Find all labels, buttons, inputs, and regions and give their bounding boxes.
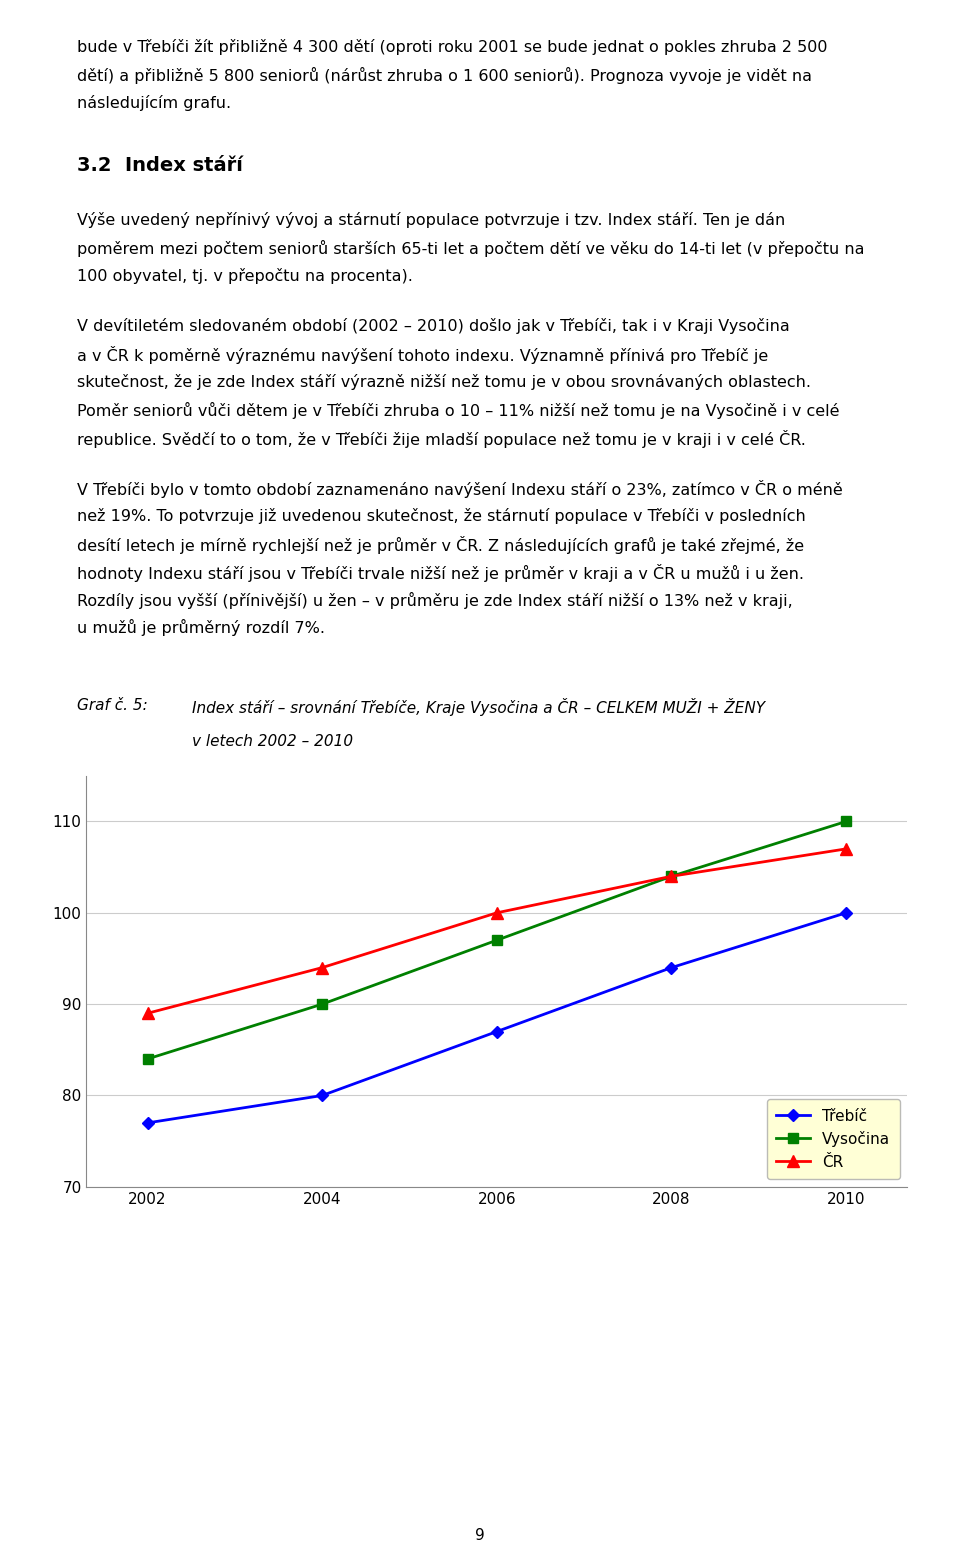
Text: 9: 9 [475,1528,485,1543]
Text: V devítiletém sledovaném období (2002 – 2010) došlo jak v Třebíči, tak i v Kraji: V devítiletém sledovaném období (2002 – … [77,318,789,333]
Text: 100 obyvatel, tj. v přepočtu na procenta).: 100 obyvatel, tj. v přepočtu na procenta… [77,268,413,284]
Text: následujícím grafu.: následujícím grafu. [77,95,231,110]
Text: hodnoty Indexu stáří jsou v Třebíči trvale nižší než je průměr v kraji a v ČR u : hodnoty Indexu stáří jsou v Třebíči trva… [77,563,804,582]
Text: bude v Třebíči žít přibližně 4 300 dětí (oproti roku 2001 se bude jednat o pokle: bude v Třebíči žít přibližně 4 300 dětí … [77,39,828,54]
Text: u mužů je průměrný rozdíl 7%.: u mužů je průměrný rozdíl 7%. [77,619,324,636]
Text: Graf č. 5:: Graf č. 5: [77,698,148,712]
Text: dětí) a přibližně 5 800 seniorů (nárůst zhruba o 1 600 seniorů). Prognoza vyvoje: dětí) a přibližně 5 800 seniorů (nárůst … [77,67,812,84]
Text: než 19%. To potvrzuje již uvedenou skutečnost, že stárnutí populace v Třebíči v : než 19%. To potvrzuje již uvedenou skute… [77,507,805,524]
Text: v letech 2002 – 2010: v letech 2002 – 2010 [192,734,353,749]
Text: a v ČR k poměrně výraznému navýšení tohoto indexu. Významně přínivá pro Třebíč j: a v ČR k poměrně výraznému navýšení toho… [77,346,768,364]
Text: Rozdíly jsou vyšší (přínivější) u žen – v průměru je zde Index stáří nižší o 13%: Rozdíly jsou vyšší (přínivější) u žen – … [77,591,793,608]
Text: 3.2  Index stáří: 3.2 Index stáří [77,157,243,175]
Text: desítí letech je mírně rychlejší než je průměr v ČR. Z následujících grafů je ta: desítí letech je mírně rychlejší než je … [77,535,804,554]
Legend: Třebíč, Vysočina, ČR: Třebíč, Vysočina, ČR [767,1100,900,1179]
Text: V Třebíči bylo v tomto období zaznamenáno navýšení Indexu stáří o 23%, zatímco v: V Třebíči bylo v tomto období zaznamenán… [77,479,843,498]
Text: Index stáří – srovnání Třebíče, Kraje Vysočina a ČR – CELKEM MUŽI + ŽENY: Index stáří – srovnání Třebíče, Kraje Vy… [192,698,765,715]
Text: skutečnost, že je zde Index stáří výrazně nižší než tomu je v obou srovnávaných : skutečnost, že je zde Index stáří výrazn… [77,374,811,389]
Text: Poměr seniorů vůči dětem je v Třebíči zhruba o 10 – 11% nižší než tomu je na Vys: Poměr seniorů vůči dětem je v Třebíči zh… [77,402,839,419]
Text: Výše uvedený nepřínivý vývoj a stárnutí populace potvrzuje i tzv. Index stáří. T: Výše uvedený nepřínivý vývoj a stárnutí … [77,212,785,228]
Text: republice. Svědčí to o tom, že v Třebíči žije mladší populace než tomu je v kraj: republice. Svědčí to o tom, že v Třebíči… [77,430,805,448]
Text: poměrem mezi počtem seniorů starších 65-ti let a počtem dětí ve věku do 14-ti le: poměrem mezi počtem seniorů starších 65-… [77,240,864,257]
